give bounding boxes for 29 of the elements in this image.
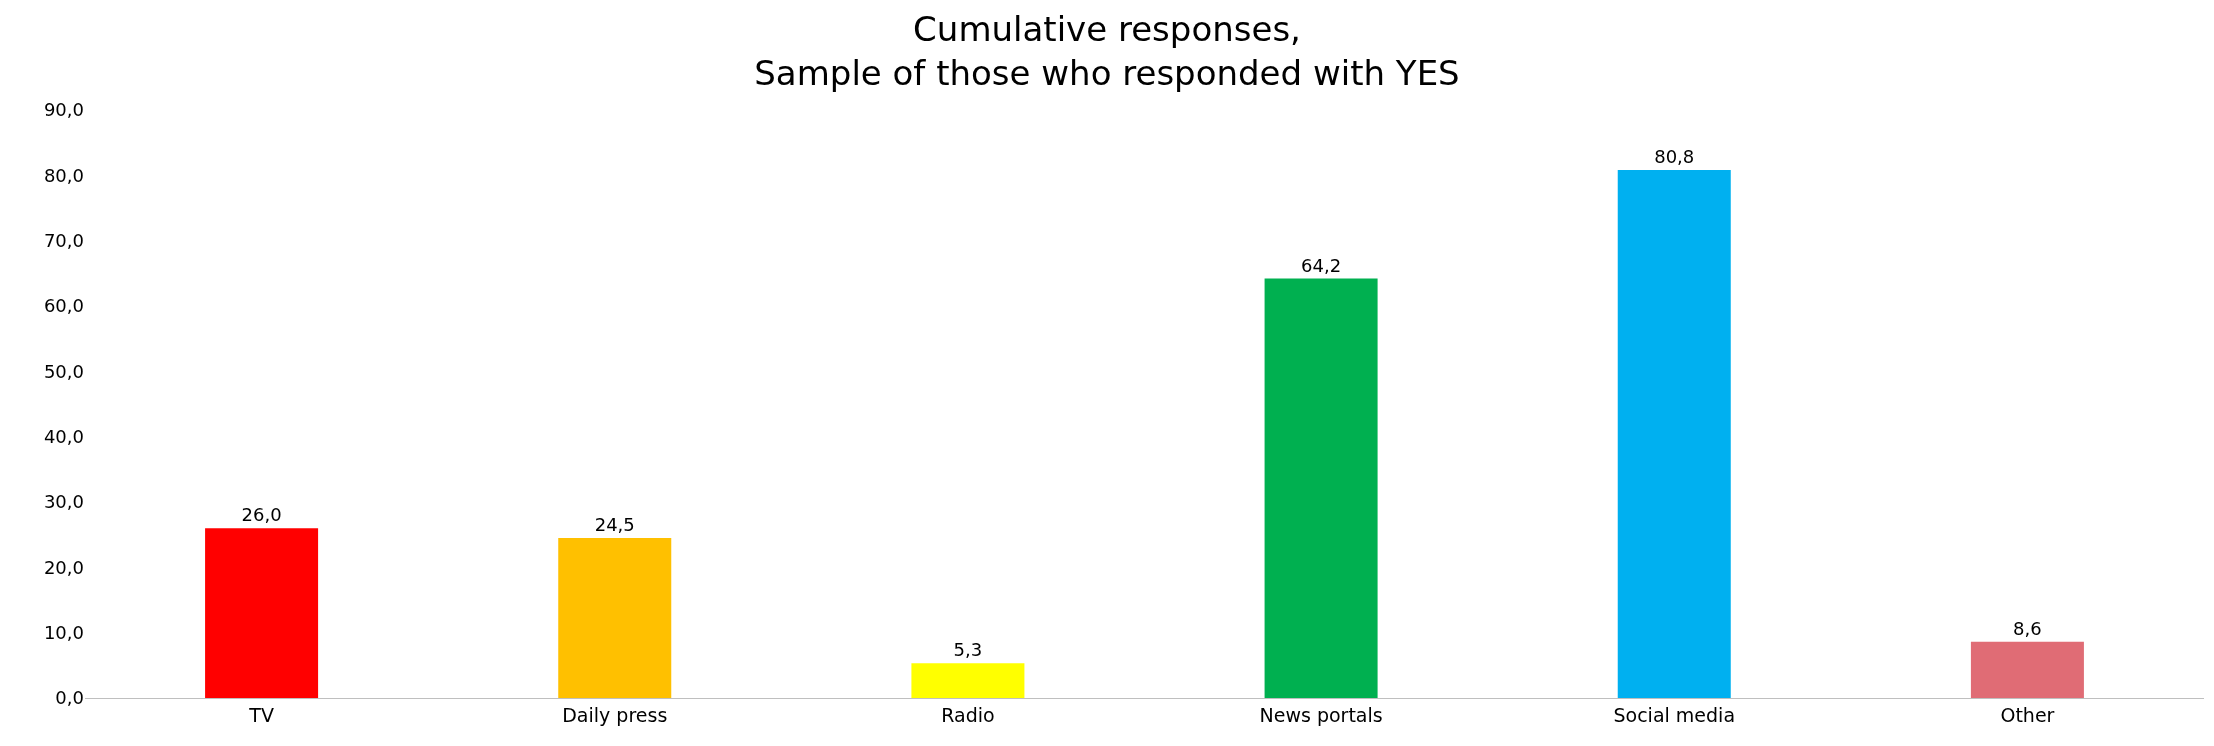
- x-tick-label: Radio: [941, 703, 995, 726]
- bar: [558, 537, 672, 698]
- bar: [1264, 278, 1378, 698]
- bar: [205, 528, 319, 698]
- data-label: 24,5: [594, 513, 635, 535]
- x-tick-label: Daily press: [562, 703, 668, 726]
- bar: [1970, 641, 2084, 698]
- data-label: 64,2: [1301, 254, 1342, 276]
- y-tick-label: 60,0: [43, 295, 84, 317]
- y-tick-label: 90,0: [43, 99, 84, 121]
- data-label: 8,6: [2013, 617, 2042, 639]
- chart-title: Cumulative responses, Sample of those who responded with YES: [754, 8, 1460, 93]
- x-tick-label: TV: [248, 703, 274, 726]
- x-tick-label: Other: [2000, 703, 2055, 726]
- data-label: 80,8: [1654, 146, 1695, 168]
- y-tick-label: 80,0: [43, 164, 84, 186]
- bar: [1617, 170, 1731, 698]
- bar: [911, 663, 1025, 698]
- data-label: 26,0: [241, 504, 282, 526]
- y-tick-label: 0,0: [55, 687, 84, 709]
- x-tick-label: Social media: [1613, 703, 1736, 726]
- y-tick-label: 30,0: [43, 491, 84, 513]
- y-tick-label: 20,0: [43, 556, 84, 578]
- y-tick-label: 70,0: [43, 229, 84, 251]
- y-tick-label: 50,0: [43, 360, 84, 382]
- x-tick-label: News portals: [1259, 703, 1383, 726]
- data-label: 5,3: [953, 639, 983, 661]
- y-tick-label: 40,0: [43, 425, 84, 447]
- y-tick-label: 10,0: [43, 621, 84, 643]
